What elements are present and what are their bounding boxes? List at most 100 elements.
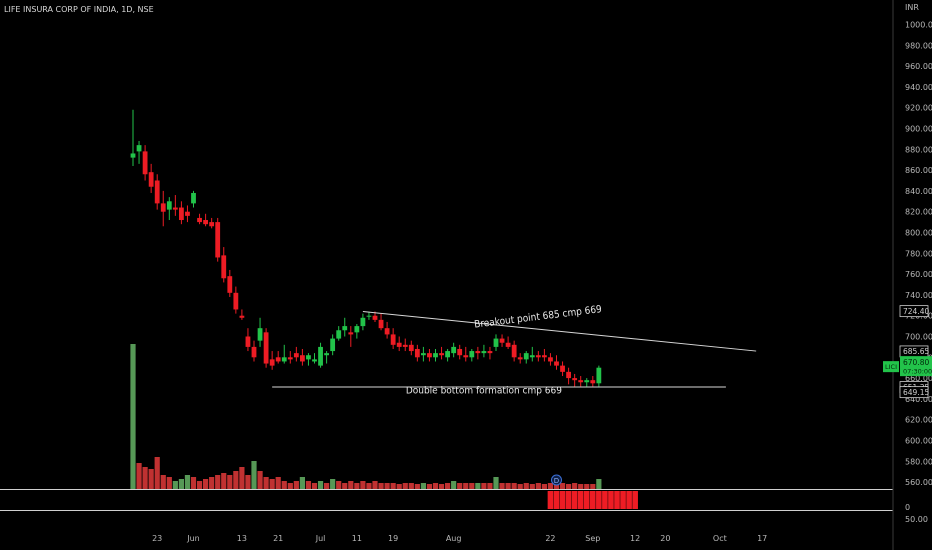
candle-body[interactable] — [354, 326, 360, 333]
volume-bar — [317, 481, 324, 489]
candle-body[interactable] — [136, 145, 142, 152]
candle-body[interactable] — [366, 315, 372, 317]
candle-body[interactable] — [396, 342, 402, 347]
candle-body[interactable] — [360, 317, 366, 327]
candle-body[interactable] — [336, 330, 342, 339]
candle-body[interactable] — [221, 255, 227, 279]
candle-body[interactable] — [209, 222, 215, 227]
candle-body[interactable] — [330, 338, 336, 352]
candle-body[interactable] — [293, 353, 299, 358]
volume-bar — [481, 483, 487, 489]
candle-body[interactable] — [263, 332, 269, 364]
candle-body[interactable] — [191, 192, 196, 204]
candle-body[interactable] — [215, 222, 221, 258]
candle-body[interactable] — [475, 351, 481, 354]
candle-body[interactable] — [596, 367, 602, 384]
trendlines[interactable] — [272, 311, 757, 388]
candle-body[interactable] — [269, 359, 275, 366]
candle-body[interactable] — [529, 355, 535, 358]
candle-body[interactable] — [197, 217, 202, 223]
candle-body[interactable] — [148, 172, 154, 187]
candle-body[interactable] — [493, 338, 499, 347]
price-axis[interactable]: 1000.00 980.00 960.00 940.00 920.00 900.00 880… — [883, 0, 932, 550]
symbol-tag-label: LICI — [885, 363, 897, 371]
candle-body[interactable] — [451, 346, 457, 354]
candle-body[interactable] — [402, 344, 408, 347]
volume-bar — [130, 344, 136, 489]
candle-body[interactable] — [535, 355, 541, 358]
candle-body[interactable] — [257, 328, 263, 341]
candle-body[interactable] — [542, 355, 547, 358]
candle-body[interactable] — [348, 332, 354, 335]
candle-body[interactable] — [439, 353, 444, 356]
time-axis[interactable]: 23 Jun 13 21 Jul 11 19 Aug 22 Sep 12 20 Oct 17 — [152, 534, 767, 543]
symbol-tag[interactable] — [883, 361, 899, 373]
candle-body[interactable] — [318, 346, 323, 366]
candle-body[interactable] — [566, 371, 571, 379]
candle-body[interactable] — [463, 355, 469, 358]
candle-body[interactable] — [342, 326, 348, 331]
candle-body[interactable] — [445, 351, 450, 358]
price-level-tag[interactable] — [899, 305, 929, 318]
candle-body[interactable] — [421, 353, 426, 356]
indicator-bar — [626, 491, 632, 509]
current-price-tag[interactable] — [900, 356, 932, 377]
volume-bar — [590, 484, 596, 489]
candle-body[interactable] — [185, 211, 190, 216]
candle-body[interactable] — [469, 351, 475, 358]
candle-body[interactable] — [590, 380, 596, 384]
candle-body[interactable] — [160, 203, 166, 212]
candle-body[interactable] — [505, 342, 511, 347]
candle-body[interactable] — [572, 378, 578, 381]
volume-bar — [154, 457, 160, 489]
candle-body[interactable] — [427, 353, 432, 358]
candle-body[interactable] — [384, 328, 390, 335]
candle-body[interactable] — [130, 153, 136, 158]
candle-body[interactable] — [554, 361, 559, 366]
candle-body[interactable] — [560, 365, 565, 372]
candle-body[interactable] — [457, 348, 463, 356]
candle-body[interactable] — [166, 201, 172, 210]
volume-bar — [215, 475, 221, 489]
candle-body[interactable] — [203, 220, 208, 225]
candle-body[interactable] — [372, 315, 378, 320]
candle-body[interactable] — [300, 355, 305, 362]
x-tick-label: 11 — [352, 534, 362, 543]
candle-body[interactable] — [245, 336, 251, 347]
candle-body[interactable] — [154, 180, 160, 204]
candle-body[interactable] — [275, 357, 281, 362]
candle-body[interactable] — [408, 344, 414, 352]
candle-body[interactable] — [548, 357, 553, 362]
candle-body[interactable] — [179, 207, 184, 221]
indicator-bar — [590, 491, 596, 509]
x-tick-label: 12 — [630, 534, 640, 543]
candle-body[interactable] — [499, 338, 505, 343]
candle-body[interactable] — [390, 334, 396, 345]
candle-body[interactable] — [142, 151, 148, 175]
candle-body[interactable] — [233, 292, 239, 310]
candle-body[interactable] — [523, 353, 529, 360]
candle-body[interactable] — [584, 380, 590, 383]
candle-body[interactable] — [172, 207, 178, 210]
candle-body[interactable] — [251, 346, 257, 358]
candle-body[interactable] — [578, 380, 584, 383]
candle-body[interactable] — [481, 351, 487, 354]
candle-body[interactable] — [306, 355, 311, 360]
price-level-tag[interactable] — [899, 386, 929, 399]
candle-body[interactable] — [517, 357, 523, 360]
candle-body[interactable] — [414, 348, 420, 358]
candle-body[interactable] — [511, 344, 517, 358]
candle-body[interactable] — [378, 319, 384, 329]
candle-body[interactable] — [239, 315, 245, 318]
candle-body[interactable] — [487, 351, 493, 354]
candle-body[interactable] — [312, 359, 317, 362]
resistance-trendline[interactable] — [362, 311, 757, 352]
candle-body[interactable] — [227, 276, 233, 293]
candle-body[interactable] — [287, 357, 293, 360]
candlesticks[interactable] — [130, 109, 602, 387]
candle-body[interactable] — [324, 353, 329, 356]
dividend-event-marker[interactable] — [551, 474, 562, 486]
candle-body[interactable] — [433, 353, 438, 358]
candle-body[interactable] — [281, 357, 287, 362]
